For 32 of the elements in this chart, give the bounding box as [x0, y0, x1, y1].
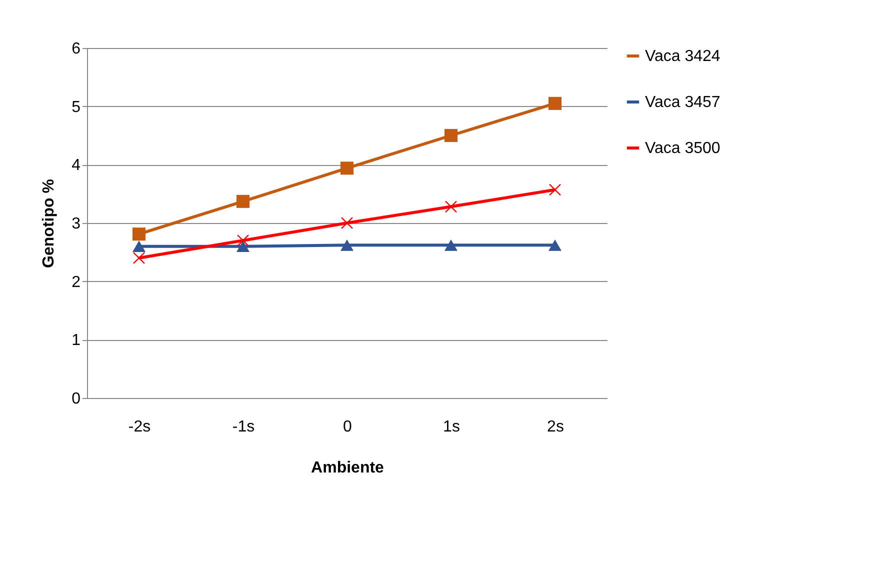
- point: [132, 240, 146, 252]
- point: [340, 216, 354, 230]
- y-tick-label: 2: [72, 274, 81, 291]
- x-tick-label: 2s: [547, 418, 564, 436]
- y-axis-title: Genotipo %: [40, 179, 58, 268]
- x-tick-label: -2s: [128, 418, 151, 436]
- legend-label: Vaca 3500: [645, 140, 720, 157]
- point: [444, 128, 458, 142]
- y-tick-label: 4: [72, 157, 81, 174]
- point: [444, 240, 458, 251]
- point: [548, 96, 562, 110]
- x-axis-title: Ambiente: [311, 460, 384, 476]
- point: [236, 234, 250, 247]
- point: [548, 184, 562, 196]
- y-tick-label: 6: [72, 40, 81, 58]
- y-tick-label: 0: [72, 390, 81, 408]
- point: [340, 162, 354, 175]
- point: [132, 252, 146, 264]
- x-tick-label: 0: [343, 418, 352, 436]
- point: [444, 200, 458, 213]
- point: [236, 194, 250, 208]
- y-tick-label: 5: [72, 98, 81, 116]
- point: [132, 228, 146, 241]
- legend-label: Vaca 3457: [645, 94, 720, 111]
- x-tick-label: 1s: [443, 418, 460, 436]
- y-tick-label: 1: [72, 332, 81, 350]
- x-tick-label: -1s: [232, 418, 255, 436]
- point: [548, 240, 562, 251]
- point: [236, 240, 250, 252]
- legend-label: Vaca 3424: [645, 48, 720, 65]
- y-tick-label: 3: [72, 216, 81, 232]
- point: [340, 240, 354, 251]
